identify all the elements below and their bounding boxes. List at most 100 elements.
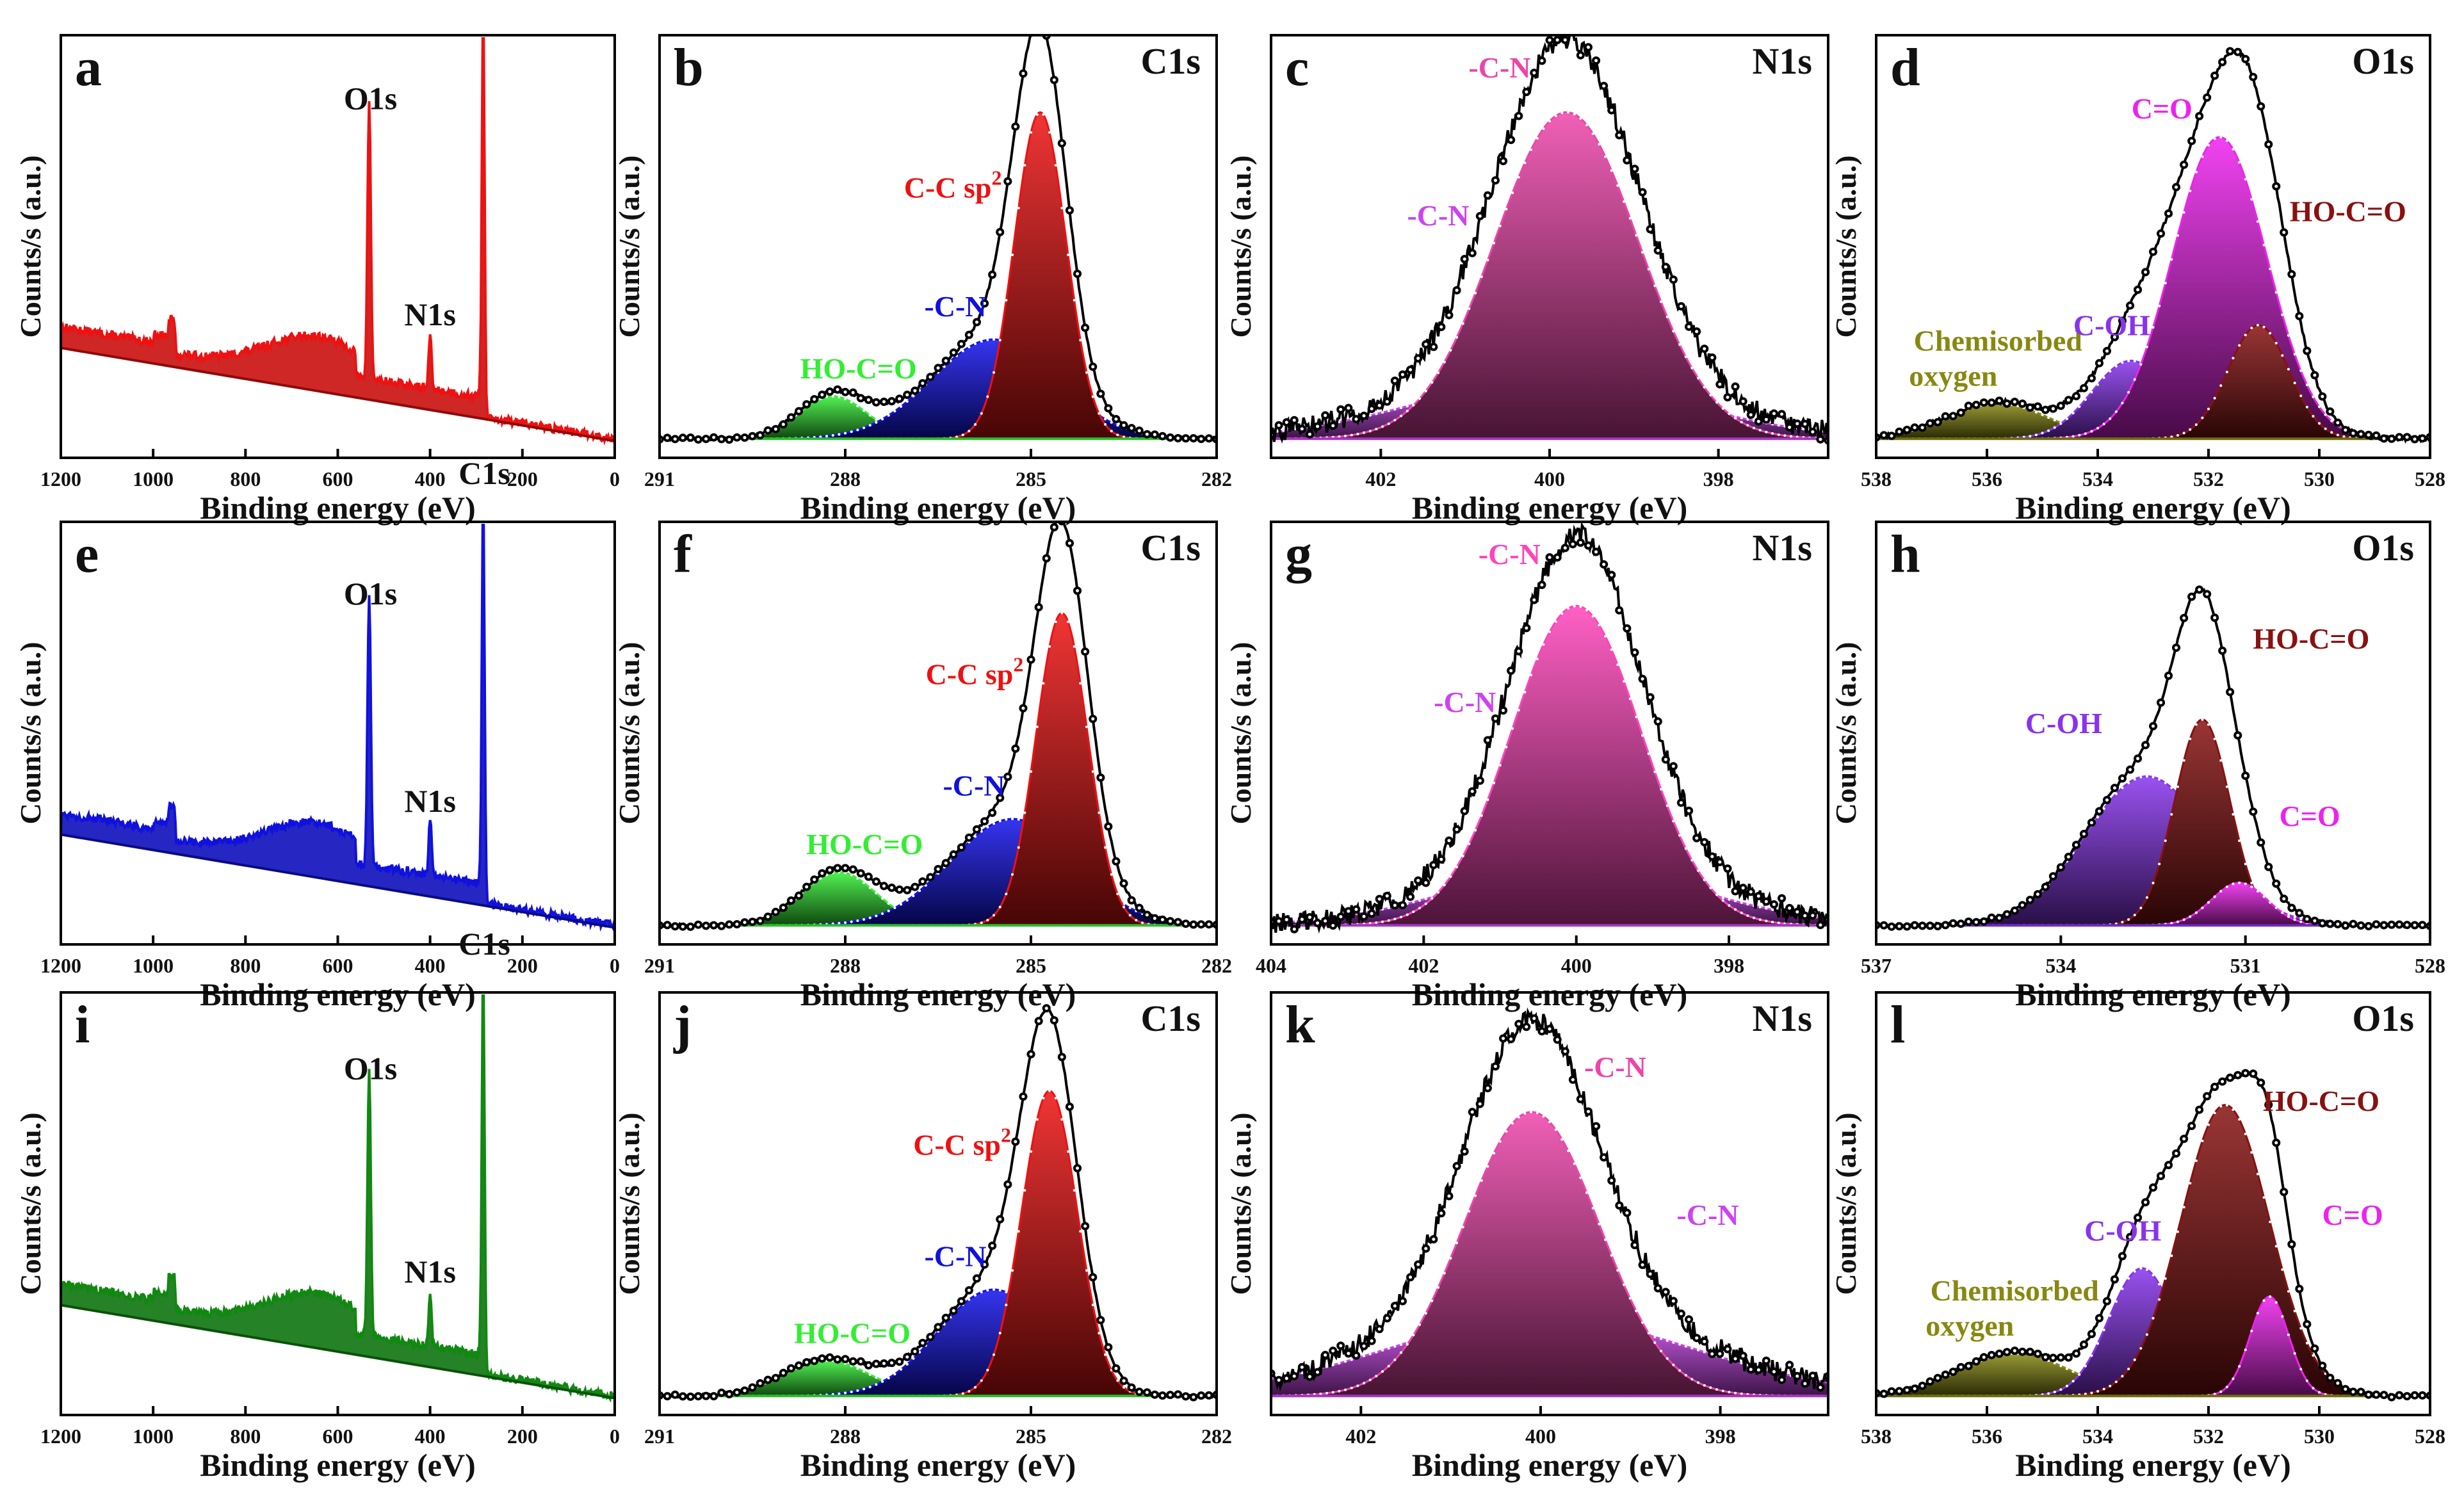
survey-baseline: [61, 1304, 615, 1400]
x-tick-label: 200: [507, 467, 538, 490]
x-tick-label: 398: [1714, 954, 1744, 977]
x-tick-label: 800: [230, 1425, 261, 1448]
x-tick-label: 0: [610, 467, 620, 490]
component-label-1: HO-C=O: [800, 352, 917, 385]
x-tick-label: 200: [507, 954, 538, 977]
peak-label-n1s: N1s: [404, 296, 456, 332]
peak-label-c1s: C1s: [458, 926, 510, 962]
region-label: C1s: [1141, 998, 1201, 1039]
survey-line: [61, 37, 615, 446]
component-label-2: -C-N: [1584, 1051, 1646, 1083]
peak-label-n1s: N1s: [404, 1254, 456, 1290]
data-points: [660, 522, 1217, 931]
plot-frame: [1875, 991, 2431, 1416]
panel-letter: i: [75, 995, 90, 1055]
x-tick-label: 288: [830, 1425, 861, 1448]
y-axis-label: Counts/s (a.u.): [1224, 155, 1257, 337]
x-axis-label: Binding energy (eV): [200, 1447, 476, 1483]
x-tick-label: 404: [1256, 954, 1286, 977]
survey-fill: [61, 525, 615, 928]
panel-letter: h: [1890, 524, 1920, 584]
survey-baseline: [61, 833, 615, 929]
peak-label-c1s: C1s: [458, 455, 510, 491]
x-tick-label: 528: [2415, 1425, 2445, 1448]
survey-fill: [61, 38, 615, 442]
component-peak-2: [660, 1288, 1217, 1397]
component-label-1: C-OH: [2025, 707, 2102, 740]
panel-letter: f: [674, 524, 692, 584]
y-axis-label: Counts/s (a.u.): [14, 155, 47, 337]
x-axis-label: Binding energy (eV): [1412, 976, 1688, 1012]
x-tick-label: 528: [2415, 954, 2445, 977]
x-tick-label: 282: [1201, 1425, 1232, 1448]
x-axis-label: Binding energy (eV): [800, 1447, 1076, 1483]
component-label-2: C-OH: [2084, 1215, 2161, 1247]
x-tick-label: 398: [1705, 1425, 1736, 1448]
x-tick-label: 288: [830, 467, 861, 490]
x-tick-label: 1200: [40, 1425, 81, 1448]
component-label-2: -C-N: [1479, 538, 1541, 570]
plot-frame: [658, 991, 1218, 1416]
panel-j: HO-C=O -C-N C-C sp2 C1s 291 288 285 282 j Binding…: [613, 991, 1232, 1483]
region-label: O1s: [2352, 40, 2414, 82]
region-label: C1s: [1141, 40, 1201, 82]
x-tick-label: 288: [830, 954, 861, 977]
y-axis-label: Counts/s (a.u.): [613, 1112, 645, 1295]
x-axis-label: Binding energy (eV): [2015, 490, 2291, 526]
panel-f: HO-C=O -C-N C-C sp2 C1s 291 288 285 282 f Binding…: [613, 521, 1232, 1012]
component-peak-3: [1876, 136, 2430, 440]
panel-letter: j: [673, 995, 692, 1055]
component-label-1: HO-C=O: [794, 1317, 911, 1350]
survey-fill: [61, 996, 615, 1399]
x-tick-label: 530: [2304, 1425, 2335, 1448]
x-tick-label: 285: [1016, 954, 1046, 977]
x-tick-label: 1000: [133, 467, 174, 490]
x-tick-label: 534: [2082, 1425, 2113, 1448]
component-label-1: Chemisorbed oxygen: [1925, 1274, 2099, 1342]
region-label: O1s: [2352, 998, 2414, 1039]
x-tick-label: 0: [610, 954, 620, 977]
panel-h: C-OH HO-C=O C=O O1s 537 534 531 528 h Binding ene…: [1829, 521, 2445, 1012]
plot-frame: [1875, 521, 2431, 946]
component-label-2: HO-C=O: [2253, 622, 2369, 655]
x-tick-label: 402: [1345, 1425, 1376, 1448]
x-tick-label: 1000: [133, 1425, 174, 1448]
x-tick-label: 534: [2045, 954, 2076, 977]
x-tick-label: 282: [1201, 467, 1232, 490]
x-tick-label: 291: [644, 954, 675, 977]
plot-frame: [1270, 991, 1829, 1416]
component-label-4: C=O: [2322, 1199, 2383, 1231]
component-peak-2: [660, 338, 1217, 440]
component-peak-3: [1876, 1104, 2430, 1397]
panel-letter: d: [1890, 38, 1920, 97]
x-tick-label: 400: [415, 467, 446, 490]
panel-a: O1s N1s C1s 1200 1000 800 600 400 200 0 a Binding e…: [14, 0, 620, 526]
component-label-3: C-C sp2: [926, 652, 1024, 690]
x-tick-label: 291: [644, 467, 675, 490]
panel-letter: k: [1285, 995, 1315, 1055]
x-tick-label: 400: [1561, 954, 1592, 977]
panel-letter: g: [1285, 524, 1312, 584]
region-label: N1s: [1753, 527, 1812, 569]
peak-label-o1s: O1s: [344, 576, 397, 611]
component-label-3: C=O: [2279, 800, 2340, 832]
x-axis-label: Binding energy (eV): [1412, 1447, 1688, 1483]
y-axis-label: Counts/s (a.u.): [1829, 1112, 1862, 1295]
panel-k: -C-N -C-N N1s 402 400 398 k Binding energy (eV)…: [1224, 991, 1829, 1483]
plot-frame: [1270, 521, 1829, 946]
x-tick-label: 400: [415, 954, 446, 977]
peak-label-o1s: O1s: [344, 1050, 397, 1086]
plot-frame: [658, 34, 1218, 459]
survey-baseline: [61, 346, 615, 442]
plot-frame: [658, 521, 1218, 946]
x-tick-label: 532: [2193, 467, 2224, 490]
component-peak-2: [1271, 604, 1828, 926]
component-label-1: Chemisorbed oxygen: [1909, 325, 2082, 392]
peak-label-c1s: C1s: [458, 0, 510, 4]
y-axis-label: Counts/s (a.u.): [1224, 1112, 1257, 1295]
peak-label-o1s: O1s: [344, 81, 397, 117]
x-axis-label: Binding energy (eV): [800, 976, 1076, 1012]
region-label: C1s: [1141, 527, 1201, 569]
y-axis-label: Counts/s (a.u.): [1829, 642, 1862, 824]
